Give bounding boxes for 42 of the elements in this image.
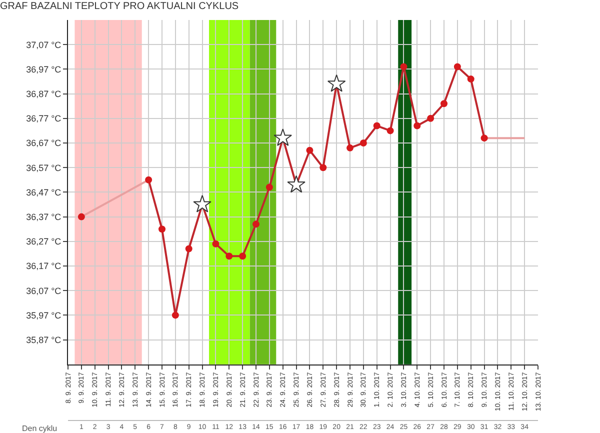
point: [78, 213, 85, 220]
point: [287, 175, 306, 193]
point: [440, 100, 448, 108]
chart-title: GRAF BAZALNI TEPLOTY PRO AKTUALNI CYKLUS: [0, 1, 239, 12]
y-tick-label: 36,67 °C: [26, 138, 62, 148]
point: [239, 252, 246, 260]
y-tick-label: 36,77 °C: [26, 114, 62, 124]
y-tick-label: 36,57 °C: [26, 162, 62, 173]
point: [454, 63, 461, 70]
point: [274, 128, 292, 146]
y-tick-label: 36,37 °C: [26, 212, 62, 222]
point: [158, 226, 166, 233]
point: [373, 122, 380, 130]
point: [185, 245, 192, 252]
point: [172, 312, 179, 319]
y-tick-label: 36,27 °C: [26, 236, 62, 247]
point: [327, 74, 346, 92]
point: [480, 134, 488, 142]
point: [427, 114, 434, 122]
point: [212, 240, 220, 248]
y-tick-label: 36,87 °C: [26, 88, 62, 99]
y-tick-label: 36,17 °C: [26, 261, 62, 272]
point: [414, 122, 421, 130]
y-tick-label: 36,07 °C: [26, 286, 62, 296]
y-tick-label: 36,47 °C: [26, 187, 62, 198]
point: [226, 252, 233, 260]
point: [360, 140, 367, 146]
point: [145, 176, 152, 184]
point: [467, 76, 474, 83]
y-tick-label: 35,97 °C: [26, 310, 62, 320]
point: [346, 144, 354, 152]
point: [193, 194, 212, 212]
y-tick-label: 35,87 °C: [26, 334, 62, 345]
point: [266, 184, 273, 191]
x2-axis-title: Den cyklu: [22, 424, 58, 433]
point: [252, 220, 260, 228]
point: [386, 127, 394, 134]
y-tick-label: 37,07 °C: [26, 40, 62, 50]
point: [320, 164, 327, 172]
y-tick-label: 36,97 °C: [26, 64, 62, 74]
point: [400, 63, 408, 70]
point: [306, 146, 314, 154]
